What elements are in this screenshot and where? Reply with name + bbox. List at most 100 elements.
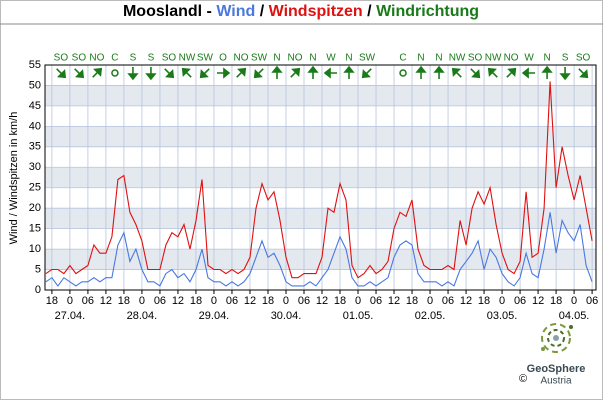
legend-wind: Wind <box>216 3 255 20</box>
y-tick-label: 55 <box>29 59 41 71</box>
logo <box>541 323 573 353</box>
x-tick-label: 12 <box>172 295 184 307</box>
direction-arrow <box>271 65 283 79</box>
x-tick-label: 12 <box>100 295 112 307</box>
x-tick-label: 0 <box>355 295 361 307</box>
legend-gusts: Windspitzen <box>269 3 363 20</box>
direction-arrow <box>74 68 85 79</box>
direction-arrow <box>506 67 517 78</box>
direction-arrow <box>343 65 355 79</box>
direction-label: O <box>219 53 227 64</box>
title-separator: / <box>260 3 265 20</box>
x-tick-label: 12 <box>460 295 472 307</box>
direction-label: NO <box>233 53 248 64</box>
direction-label: SO <box>162 53 177 64</box>
date-label: 29.04. <box>199 310 230 322</box>
direction-label: N <box>273 53 280 64</box>
date-label: 28.04. <box>127 310 158 322</box>
x-tick-label: 06 <box>226 295 238 307</box>
direction-arrow <box>127 67 139 81</box>
grid-band <box>45 249 596 270</box>
title-separator: - <box>207 3 212 20</box>
x-tick-label: 06 <box>586 295 598 307</box>
grid-band <box>45 85 596 106</box>
direction-label: NO <box>504 53 519 64</box>
y-axis-label: Wind / Windspitzen in km/h <box>8 112 20 245</box>
direction-arrow <box>451 67 462 78</box>
direction-label: S <box>148 53 155 64</box>
chart-title: Mooslandl - Wind / Windspitzen / Windric… <box>123 3 479 20</box>
date-label: 02.05. <box>415 310 446 322</box>
direction-arrow <box>181 67 192 78</box>
direction-label: N <box>417 53 424 64</box>
x-tick-label: 18 <box>262 295 274 307</box>
date-label: 01.05. <box>343 310 374 322</box>
direction-label: SO <box>54 53 69 64</box>
direction-arrow <box>559 67 571 81</box>
y-tick-label: 50 <box>29 79 41 91</box>
x-tick-label: 12 <box>532 295 544 307</box>
direction-arrow <box>361 68 372 79</box>
date-label: 04.05. <box>559 310 590 322</box>
date-label: 03.05. <box>487 310 518 322</box>
direction-label: SW <box>251 53 268 64</box>
direction-label: N <box>345 53 352 64</box>
x-tick-label: 0 <box>571 295 577 307</box>
direction-label: NW <box>449 53 466 64</box>
direction-label: W <box>326 53 336 64</box>
x-tick-label: 18 <box>478 295 490 307</box>
y-tick-label: 15 <box>29 223 41 235</box>
grid-band <box>45 208 596 229</box>
x-tick-label: 18 <box>406 295 418 307</box>
x-tick-label: 12 <box>316 295 328 307</box>
date-label: 30.04. <box>271 310 302 322</box>
direction-arrow <box>487 67 498 78</box>
direction-arrow <box>56 68 67 79</box>
x-tick-label: 06 <box>298 295 310 307</box>
direction-label: SO <box>576 53 591 64</box>
direction-label: SO <box>72 53 87 64</box>
direction-arrow <box>415 65 427 79</box>
grid-band <box>45 167 596 188</box>
x-tick-label: 18 <box>550 295 562 307</box>
direction-arrow <box>145 67 157 81</box>
x-tick-label: 12 <box>388 295 400 307</box>
x-tick-label: 12 <box>244 295 256 307</box>
direction-label: S <box>562 53 569 64</box>
direction-arrow <box>521 67 536 79</box>
direction-label: NO <box>287 53 302 64</box>
direction-arrow <box>470 68 481 79</box>
direction-label: SO <box>468 53 483 64</box>
y-tick-label: 0 <box>35 284 41 296</box>
x-tick-label: 06 <box>442 295 454 307</box>
x-tick-label: 06 <box>154 295 166 307</box>
direction-calm <box>111 69 119 77</box>
x-tick-label: 18 <box>190 295 202 307</box>
x-tick-label: 0 <box>427 295 433 307</box>
y-tick-label: 30 <box>29 161 41 173</box>
direction-label: C <box>399 53 406 64</box>
y-tick-label: 5 <box>35 263 41 275</box>
direction-arrow <box>433 65 445 79</box>
y-tick-label: 25 <box>29 182 41 194</box>
x-tick-label: 0 <box>499 295 505 307</box>
grid-band <box>45 126 596 147</box>
direction-label: W <box>524 53 534 64</box>
x-tick-label: 18 <box>46 295 58 307</box>
direction-label: N <box>309 53 316 64</box>
y-tick-label: 45 <box>29 100 41 112</box>
x-tick-label: 0 <box>283 295 289 307</box>
direction-arrow <box>323 67 338 79</box>
brand: GeoSphere <box>527 363 586 375</box>
series-line <box>45 212 593 287</box>
legend-direction: Windrichtung <box>376 3 479 20</box>
x-tick-label: 0 <box>211 295 217 307</box>
direction-label: SW <box>359 53 376 64</box>
y-tick-label: 40 <box>29 120 41 132</box>
direction-calm <box>399 69 407 77</box>
x-tick-label: 06 <box>514 295 526 307</box>
direction-label: N <box>435 53 442 64</box>
direction-label: N <box>543 53 550 64</box>
direction-arrow <box>578 68 589 79</box>
direction-label: C <box>111 53 118 64</box>
